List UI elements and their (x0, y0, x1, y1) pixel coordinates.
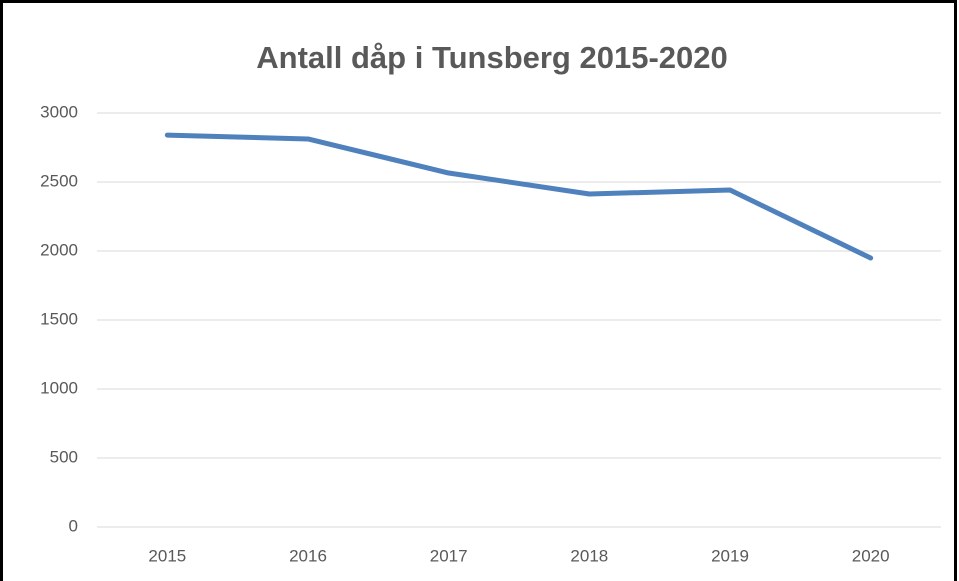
y-tick-label: 2000 (40, 240, 78, 259)
x-tick-label: 2019 (711, 546, 749, 565)
y-tick-label: 3000 (40, 102, 78, 121)
x-tick-label: 2015 (148, 546, 186, 565)
y-tick-label: 500 (50, 447, 78, 466)
data-line (164, 132, 874, 261)
y-tick-label: 0 (69, 516, 78, 535)
y-tick-label: 1000 (40, 378, 78, 397)
x-tick-label: 2020 (852, 546, 890, 565)
x-tick-label: 2017 (430, 546, 468, 565)
x-tick-label: 2018 (570, 546, 608, 565)
y-tick-label: 2500 (40, 171, 78, 190)
x-tick-label: 2016 (289, 546, 327, 565)
y-tick-label: 1500 (40, 309, 78, 328)
chart-title: Antall dåp i Tunsberg 2015-2020 (256, 40, 727, 75)
